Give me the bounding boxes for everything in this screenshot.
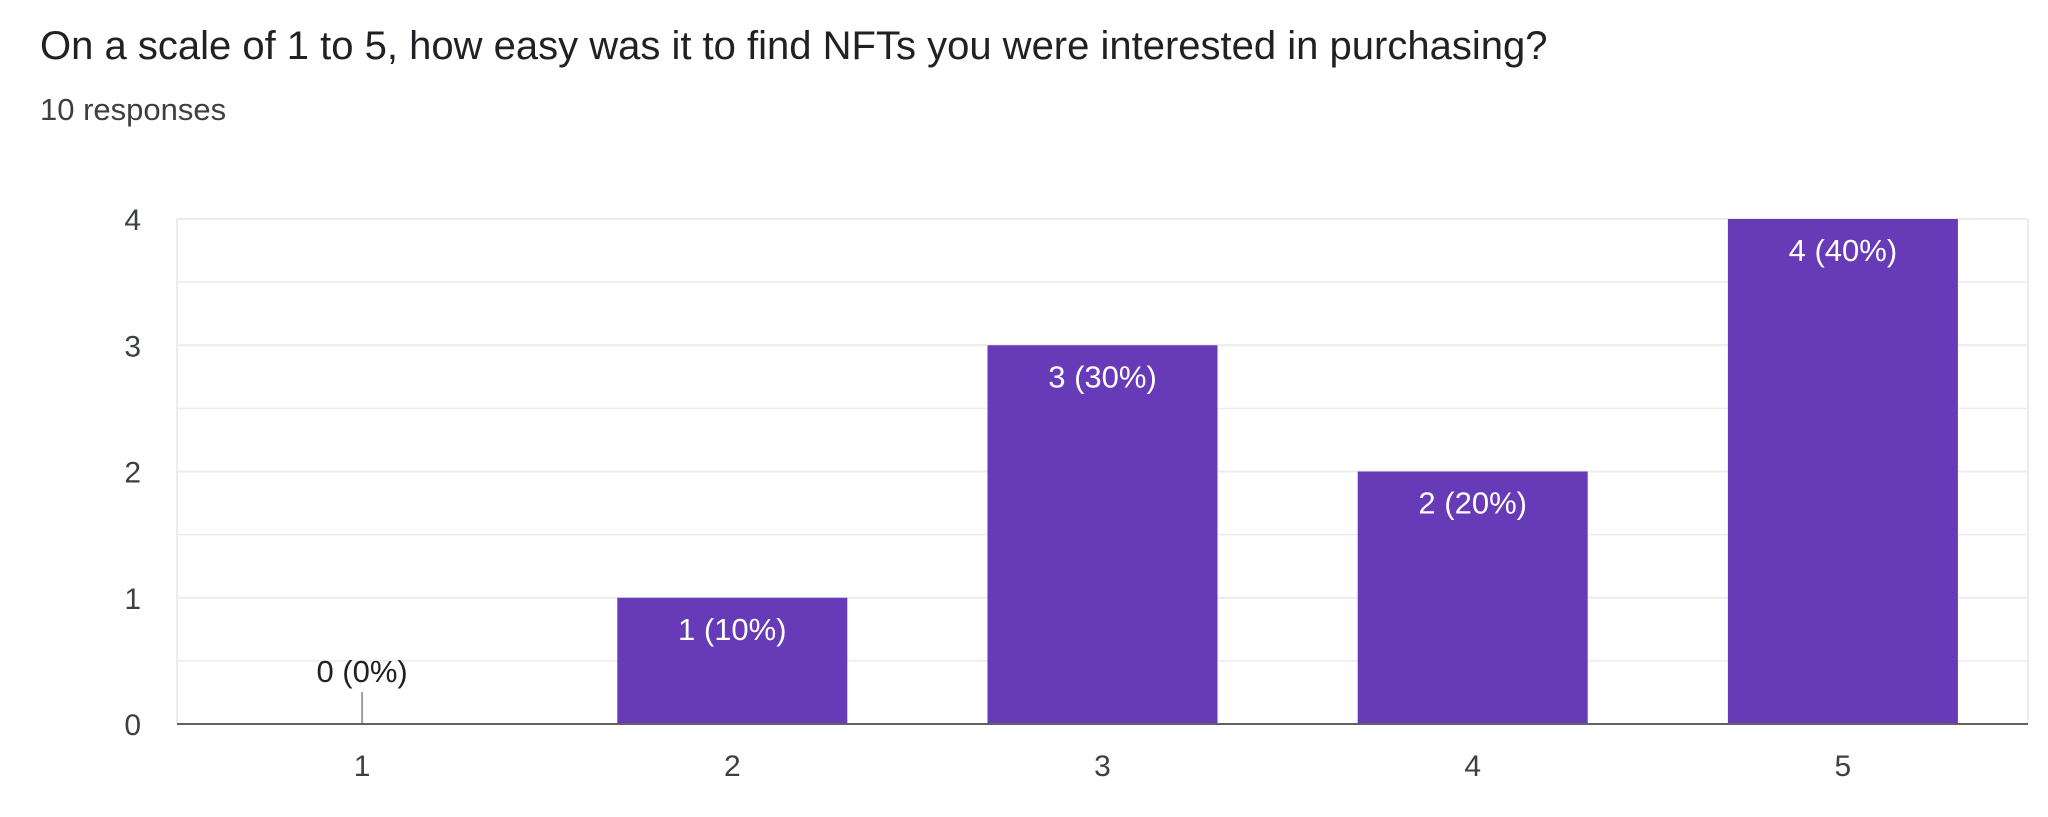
bar-data-label: 3 (30%) — [1048, 359, 1157, 394]
bar-data-label: 0 (0%) — [316, 654, 407, 689]
y-tick-label: 3 — [124, 330, 141, 363]
bar — [987, 345, 1218, 724]
x-tick-label: 1 — [354, 750, 371, 783]
bar — [1357, 471, 1588, 724]
bar — [617, 597, 848, 724]
question-title: On a scale of 1 to 5, how easy was it to… — [40, 24, 1548, 68]
bar-data-label: 1 (10%) — [678, 612, 787, 647]
bar — [1727, 219, 1958, 724]
x-tick-label: 2 — [724, 750, 741, 783]
response-count: 10 responses — [40, 92, 227, 127]
bar-data-label: 4 (40%) — [1789, 233, 1898, 268]
x-tick-label: 5 — [1835, 750, 1852, 783]
bars — [361, 219, 1958, 724]
y-tick-label: 0 — [124, 709, 141, 742]
y-tick-label: 2 — [124, 457, 141, 490]
x-tick-label: 4 — [1464, 750, 1481, 783]
y-tick-label: 4 — [124, 204, 141, 237]
y-tick-label: 1 — [124, 583, 141, 616]
bar-data-label: 2 (20%) — [1418, 486, 1527, 521]
labels: 0 1 2 3 4 0 (0%) 1 1 (10%) 2 3 (30%) 3 2 (20%) 4 4 (4… — [124, 204, 1897, 783]
x-tick-label: 3 — [1094, 750, 1111, 783]
